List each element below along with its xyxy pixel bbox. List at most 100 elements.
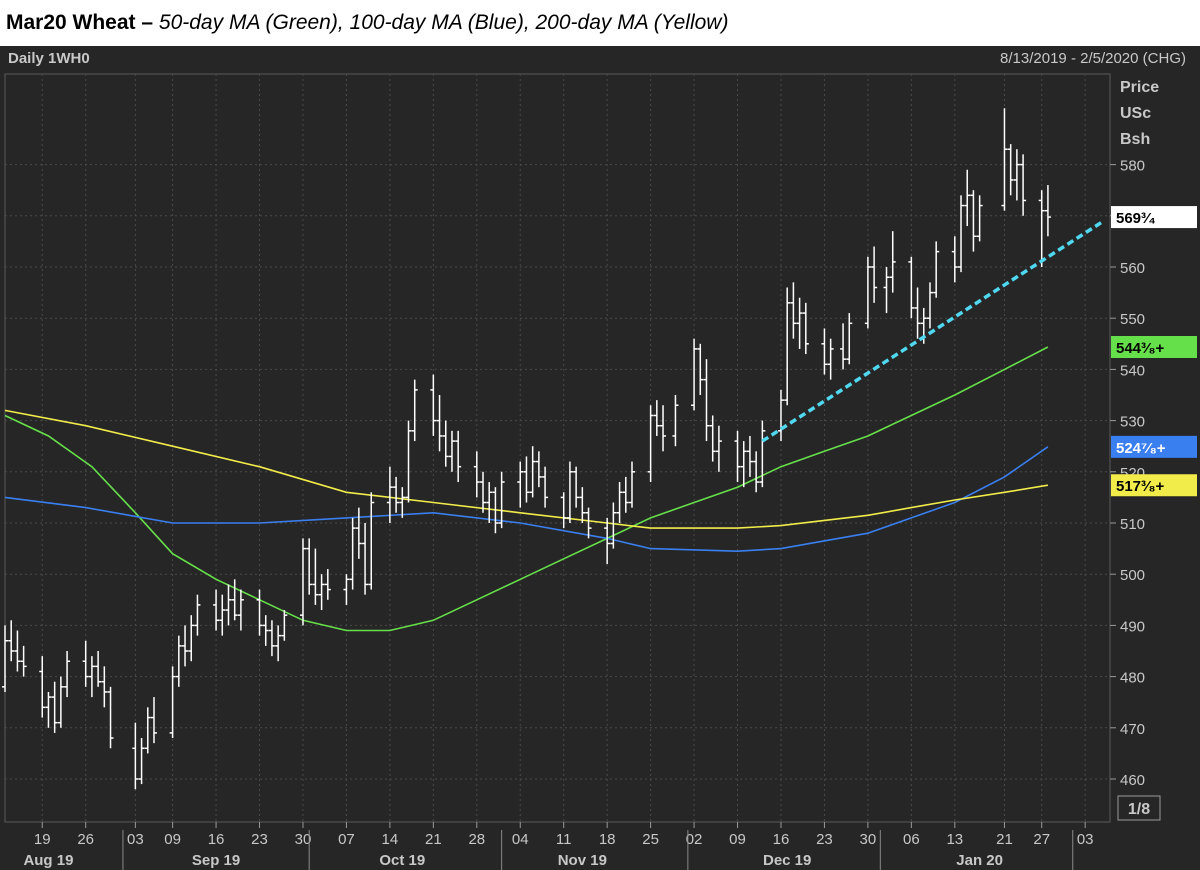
ma100-tag: 524⁷⁄₈+ xyxy=(1116,440,1166,457)
ohlc-bar xyxy=(566,461,573,523)
chart-header-symbol: Daily 1WH0 xyxy=(8,50,90,67)
ohlc-bar xyxy=(560,492,567,529)
ohlc-bar xyxy=(82,640,89,687)
ohlc-bar xyxy=(95,651,102,687)
y-tick-label: 560 xyxy=(1120,260,1145,277)
ohlc-bar xyxy=(616,482,623,523)
ohlc-bar xyxy=(585,507,592,539)
ohlc-bar xyxy=(88,656,95,698)
ma200-tag: 517³⁄₈+ xyxy=(1116,478,1165,495)
ohlc-bar xyxy=(473,451,480,498)
ohlc-bar xyxy=(262,615,269,646)
chart-title-separator: – xyxy=(135,11,159,34)
ohlc-bar xyxy=(846,313,853,365)
ohlc-bar xyxy=(312,548,319,605)
ohlc-bar xyxy=(709,415,716,462)
ohlc-bar xyxy=(399,487,406,518)
ohlc-bar xyxy=(318,574,325,611)
ohlc-bar xyxy=(486,482,493,523)
ohlc-bar xyxy=(827,338,834,380)
ohlc-bar xyxy=(411,379,418,442)
ohlc-bar xyxy=(734,430,741,483)
plot-border xyxy=(4,73,1111,823)
ohlc-bar xyxy=(796,297,803,349)
ohlc-bar xyxy=(579,487,586,523)
ohlc-bar xyxy=(647,405,654,483)
ma50-tag-bg xyxy=(1111,336,1197,358)
ohlc-bar xyxy=(653,400,660,436)
x-tick-label: 14 xyxy=(382,831,399,848)
ma50-line xyxy=(4,346,1049,632)
ohlc-bar xyxy=(914,287,921,339)
ohlc-bar xyxy=(2,625,8,692)
ma100-line xyxy=(4,446,1049,553)
ohlc-bar xyxy=(1007,144,1014,196)
ohlc-bar xyxy=(132,722,139,790)
last-price-tag: 569³⁄₄ xyxy=(1116,210,1156,227)
x-tick-label: 23 xyxy=(816,831,833,848)
y-tick-label: 550 xyxy=(1120,311,1145,328)
ohlc-bar xyxy=(169,666,176,739)
ohlc-bar xyxy=(777,389,784,442)
ohlc-bar xyxy=(498,471,505,529)
ohlc-bar xyxy=(480,471,487,513)
price-axis-label: USc xyxy=(1120,105,1151,122)
chart-title-main: Mar20 Wheat xyxy=(6,11,136,34)
price-axis-label: Price xyxy=(1120,79,1159,96)
ohlc-bar xyxy=(268,620,275,657)
y-tick-label: 530 xyxy=(1120,414,1145,431)
y-tick-label: 500 xyxy=(1120,567,1145,584)
ohlc-bar xyxy=(1038,190,1045,267)
ohlc-bar xyxy=(784,287,791,406)
ohlc-bar xyxy=(175,635,182,687)
ohlc-bar xyxy=(840,323,847,370)
x-tick-label: 21 xyxy=(996,831,1013,848)
y-tick-label: 580 xyxy=(1120,158,1145,175)
ohlc-bar xyxy=(523,456,530,503)
ohlc-bar xyxy=(951,236,958,283)
x-tick-label: 03 xyxy=(1077,831,1094,848)
ohlc-bar xyxy=(759,420,766,488)
x-month-label: Dec 19 xyxy=(763,852,811,869)
ohlc-bar xyxy=(39,656,46,718)
ohlc-bar xyxy=(213,589,220,631)
ohlc-bar xyxy=(64,651,71,698)
ohlc-bar xyxy=(306,538,313,595)
ohlc-bar xyxy=(535,451,542,488)
chart-frame xyxy=(0,46,1200,870)
x-tick-label: 09 xyxy=(729,831,746,848)
ohlc-bar xyxy=(57,676,64,728)
ohlc-bar xyxy=(219,594,226,636)
x-tick-label: 07 xyxy=(338,831,355,848)
x-tick-label: 18 xyxy=(599,831,616,848)
ohlc-bar xyxy=(405,420,412,503)
x-tick-label: 27 xyxy=(1033,831,1050,848)
ohlc-bar xyxy=(237,589,244,631)
ohlc-bar xyxy=(281,610,288,641)
ohlc-bar xyxy=(225,584,232,626)
ohlc-bar xyxy=(958,195,965,273)
ma200-tag-bg xyxy=(1111,474,1197,497)
x-month-label: Nov 19 xyxy=(558,852,607,869)
ohlc-bar xyxy=(660,405,667,452)
chart-header-date-range: 8/13/2019 - 2/5/2020 (CHG) xyxy=(1000,50,1186,67)
scale-button[interactable] xyxy=(1117,795,1161,821)
last-price-tag-bg xyxy=(1111,206,1197,229)
x-month-label: Sep 19 xyxy=(192,852,240,869)
ohlc-bar xyxy=(1001,108,1008,211)
ohlc-bar xyxy=(256,589,263,636)
price-axis-label: Bsh xyxy=(1120,131,1150,148)
ohlc-bar xyxy=(188,615,195,662)
ohlc-bar xyxy=(604,517,611,564)
ohlc-bar xyxy=(790,282,797,339)
ohlc-bar xyxy=(871,246,878,303)
x-month-label: Oct 19 xyxy=(379,852,425,869)
ohlc-bar xyxy=(182,625,189,667)
ohlc-bar xyxy=(622,476,629,513)
x-tick-label: 26 xyxy=(77,831,94,848)
ohlc-bar xyxy=(628,461,635,508)
ohlc-bar xyxy=(1020,154,1027,216)
x-tick-label: 09 xyxy=(164,831,181,848)
x-tick-label: 11 xyxy=(556,831,572,848)
